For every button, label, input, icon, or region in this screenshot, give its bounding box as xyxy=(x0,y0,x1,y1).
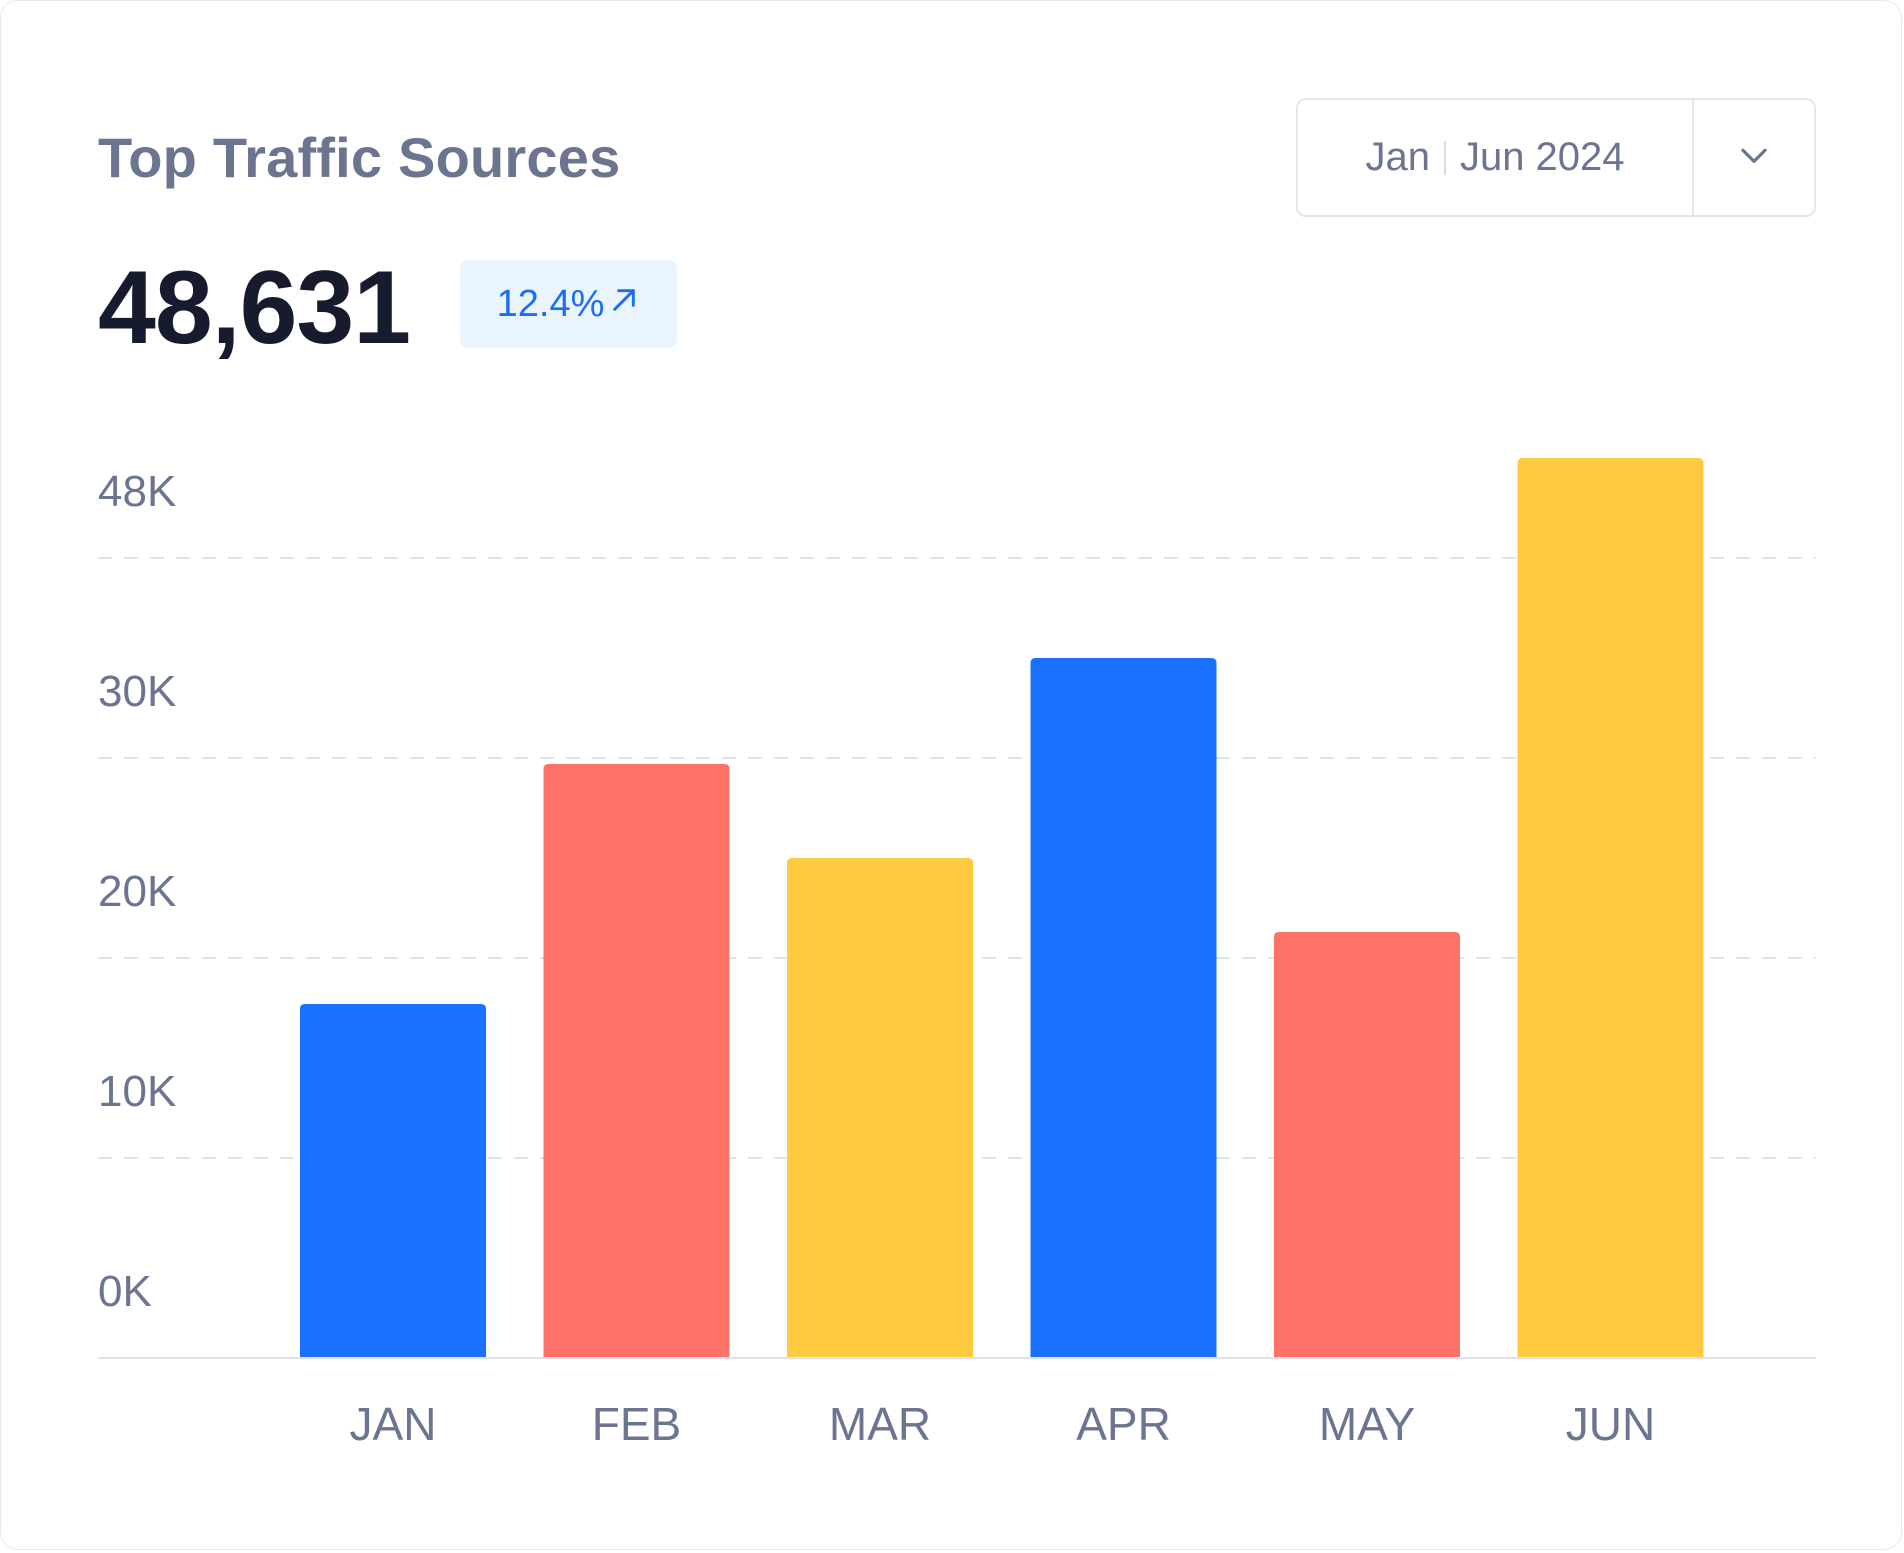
date-range-divider xyxy=(1443,140,1446,175)
card-title: Top Traffic Sources xyxy=(98,126,621,189)
change-percent: 12.4% xyxy=(496,282,605,325)
y-tick-label: 48K xyxy=(98,467,176,516)
change-badge: 12.4% xyxy=(460,260,677,348)
x-tick-label: JUN xyxy=(1566,1398,1655,1450)
date-range-picker[interactable]: Jan Jun 2024 xyxy=(1296,98,1816,217)
y-tick-label: 20K xyxy=(98,867,176,916)
date-range-start: Jan xyxy=(1365,135,1430,179)
bar-jan xyxy=(300,1004,486,1358)
x-tick-label: MAR xyxy=(829,1398,931,1450)
total-visits-value: 48,631 xyxy=(98,250,411,366)
arrow-up-right-icon xyxy=(608,283,640,326)
bar-apr xyxy=(1030,658,1217,1358)
bar-feb xyxy=(543,764,730,1358)
date-range-dropdown-button[interactable] xyxy=(1692,100,1814,215)
date-range-end: Jun 2024 xyxy=(1459,135,1625,179)
bar-mar xyxy=(787,858,973,1358)
x-tick-label: FEB xyxy=(592,1398,681,1450)
bar-jun xyxy=(1517,458,1704,1358)
x-tick-label: JAN xyxy=(350,1398,437,1450)
y-tick-label: 30K xyxy=(98,667,176,716)
chevron-down-icon xyxy=(1735,136,1773,179)
y-tick-label: 10K xyxy=(98,1067,176,1116)
bar-may xyxy=(1274,932,1460,1358)
date-range-label[interactable]: Jan Jun 2024 xyxy=(1298,100,1692,215)
y-tick-label: 0K xyxy=(98,1267,152,1316)
x-tick-label: APR xyxy=(1076,1398,1171,1450)
x-tick-label: MAY xyxy=(1319,1398,1415,1450)
